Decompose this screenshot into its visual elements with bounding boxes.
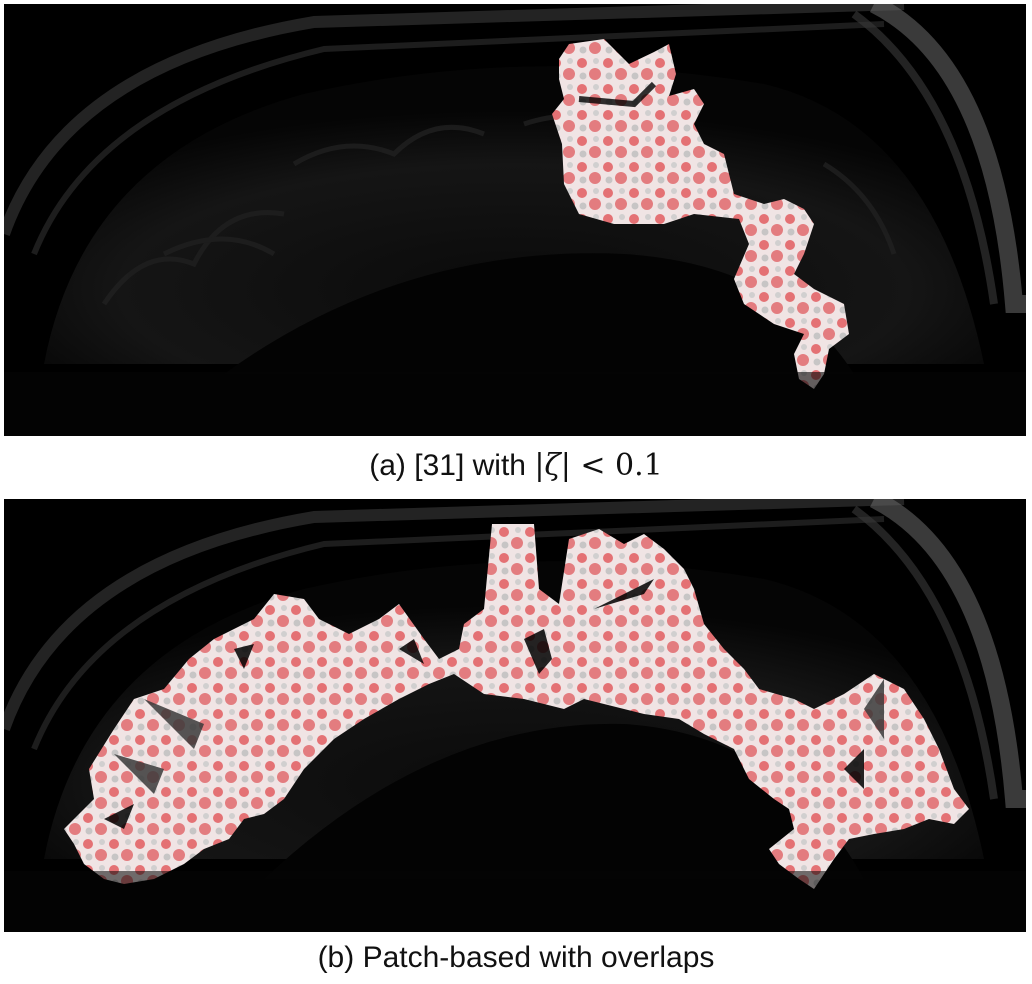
caption-a-math-open: | (534, 448, 545, 483)
caption-a-threshold: 0.1 (615, 448, 663, 483)
caption-a: (a) [31] with |ζ| < 0.1 (0, 448, 1032, 483)
brain-mri-image-b (4, 499, 1026, 932)
caption-a-text: (a) [31] with (369, 449, 535, 482)
caption-a-zeta: ζ (544, 448, 561, 483)
caption-b: (b) Patch-based with overlaps (317, 941, 715, 974)
mri-scan-b (4, 499, 1026, 932)
brain-mri-image-a (4, 4, 1026, 436)
caption-a-math-close: | < (560, 448, 616, 483)
mri-scan-a (4, 4, 1026, 436)
